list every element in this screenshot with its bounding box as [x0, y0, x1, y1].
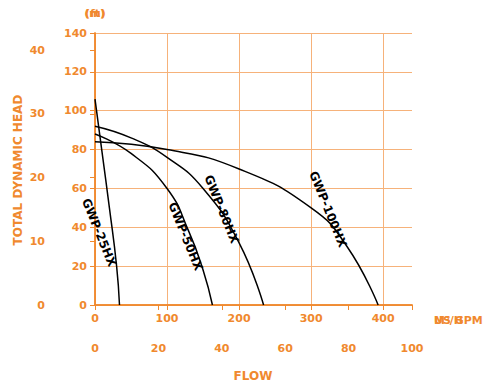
svg-text:0: 0	[91, 342, 99, 355]
svg-text:100: 100	[401, 342, 424, 355]
svg-text:20: 20	[30, 171, 46, 184]
svg-text:80: 80	[72, 143, 88, 156]
svg-text:20: 20	[72, 260, 88, 273]
svg-text:120: 120	[64, 65, 87, 78]
svg-text:TOTAL DYNAMIC HEAD: TOTAL DYNAMIC HEAD	[11, 95, 25, 246]
svg-text:40: 40	[30, 44, 46, 57]
svg-text:60: 60	[278, 342, 294, 355]
svg-text:40: 40	[214, 342, 230, 355]
svg-text:300: 300	[300, 312, 323, 325]
svg-text:FLOW: FLOW	[234, 369, 273, 383]
svg-text:100: 100	[64, 104, 87, 117]
svg-text:100: 100	[156, 312, 179, 325]
svg-text:20: 20	[151, 342, 167, 355]
svg-text:M³/H: M³/H	[434, 314, 463, 327]
svg-text:30: 30	[30, 107, 46, 120]
svg-text:400: 400	[372, 312, 395, 325]
svg-text:GWP-100HX: GWP-100HX	[306, 169, 349, 249]
svg-text:140: 140	[64, 27, 87, 40]
svg-text:(m): (m)	[84, 7, 106, 20]
svg-text:0: 0	[79, 299, 87, 312]
svg-text:10: 10	[30, 235, 46, 248]
svg-text:200: 200	[228, 312, 251, 325]
svg-text:0: 0	[37, 299, 45, 312]
svg-text:US GPM: US GPM	[434, 314, 483, 327]
svg-text:(ft): (ft)	[85, 7, 105, 20]
svg-text:GWP-25HX: GWP-25HX	[79, 196, 119, 269]
svg-text:80: 80	[341, 342, 357, 355]
svg-text:60: 60	[72, 182, 88, 195]
svg-text:0: 0	[91, 312, 99, 325]
svg-text:GWP-80HX: GWP-80HX	[201, 173, 241, 246]
svg-text:GWP-50HX: GWP-50HX	[165, 200, 205, 273]
svg-text:40: 40	[72, 221, 88, 234]
